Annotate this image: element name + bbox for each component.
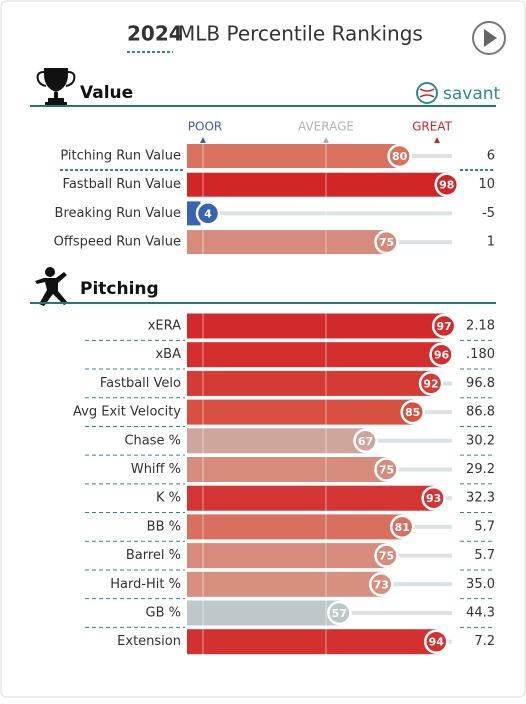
percentile-label: 57 [332,607,347,620]
metric-label: Avg Exit Velocity [73,405,181,420]
bar [187,313,445,339]
stat-value: 96.8 [466,376,495,391]
pitcher-icon [35,267,68,306]
stat-value: 44.3 [466,606,495,621]
bar [187,629,437,655]
metric-label: Fastball Run Value [63,177,181,192]
metric-label: K % [156,491,181,506]
metric-label: Fastball Velo [100,376,181,391]
percentile-label: 93 [426,492,441,505]
bar [187,457,387,482]
percentile-dot [353,428,378,454]
scale-marker [434,137,440,143]
bar [187,571,382,597]
bar [187,144,400,168]
percentile-dot [389,514,415,540]
stat-value: 86.8 [466,405,495,420]
bar [187,399,413,425]
bar [187,172,447,197]
percentile-dot [374,457,399,482]
percentile-label: 96 [434,349,450,362]
percentile-dot [369,572,394,597]
scale-marker [323,137,329,143]
metric-label: Chase % [124,433,181,448]
percentile-label: 75 [379,236,394,249]
stat-value: 32.3 [466,491,495,506]
stat-value: 1 [487,235,495,250]
metric-label: GB % [146,606,181,621]
metric-label: Hard-Hit % [110,577,181,592]
metric-label: Pitching Run Value [60,149,181,164]
savant-logo [416,82,438,104]
percentile-dot [418,371,444,396]
scale-label: AVERAGE [298,120,354,134]
metric-label: xBA [155,347,181,362]
title-year: 2024 [127,22,183,46]
percentile-label: 75 [379,550,394,563]
section-title: Pitching [80,279,159,299]
percentile-label: 67 [358,435,373,448]
percentile-dot [434,172,460,197]
percentile-label: 94 [429,636,445,649]
play-icon [484,29,497,47]
stat-value: .180 [466,347,495,362]
bar [187,514,403,540]
bar [187,485,434,511]
metric-label: Offspeed Run Value [54,235,181,250]
section-title: Value [80,83,133,103]
bar [187,543,387,569]
percentile-dot [374,543,399,568]
stat-value: 29.2 [466,462,495,477]
percentile-dot [429,342,454,367]
stat-value: -5 [482,206,495,221]
percentile-dot [421,485,446,511]
stat-value: 35.0 [466,577,495,592]
stat-value: 6 [487,149,495,164]
percentile-label: 98 [439,179,454,192]
scale-marker [200,137,206,143]
percentile-label: 97 [436,320,451,333]
bar [187,370,432,396]
metric-label: Whiff % [131,462,181,477]
stat-value: 5.7 [474,548,495,563]
percentile-label: 4 [204,207,212,220]
percentile-label: 75 [379,464,394,477]
percentile-dot [387,143,412,169]
play-button[interactable] [472,21,506,55]
stat-value: 30.2 [466,433,495,448]
bar [187,201,201,226]
bar [187,230,387,255]
metric-label: Extension [117,634,181,649]
brand: savant [443,84,501,104]
scale-label: GREAT [412,120,452,134]
percentile-label: 92 [423,377,438,390]
metric-label: BB % [147,519,181,534]
bar [187,342,442,368]
bar [187,600,340,626]
title: MLB Percentile Rankings [178,22,423,46]
percentile-dot [424,629,449,654]
percentile-dot [400,399,425,425]
trophy-icon [36,68,76,107]
stat-value: 2.18 [466,319,495,334]
percentile-dot [374,229,399,255]
percentile-label: 73 [374,578,389,591]
bar [187,428,366,454]
stat-value: 5.7 [474,519,495,534]
percentile-label: 81 [395,521,410,534]
savant-logo-stitch [419,88,435,98]
percentile-dot [431,313,457,339]
percentile-label: 80 [392,150,408,163]
metric-label: xERA [148,319,181,334]
percentile-dot [327,600,352,626]
stat-value: 7.2 [474,634,495,649]
percentile-label: 85 [405,406,420,419]
stat-value: 10 [478,177,495,192]
percentile-dot [195,201,221,226]
metric-label: Breaking Run Value [55,206,181,221]
metric-label: Barrel % [126,548,181,563]
scale-label: POOR [188,120,222,134]
